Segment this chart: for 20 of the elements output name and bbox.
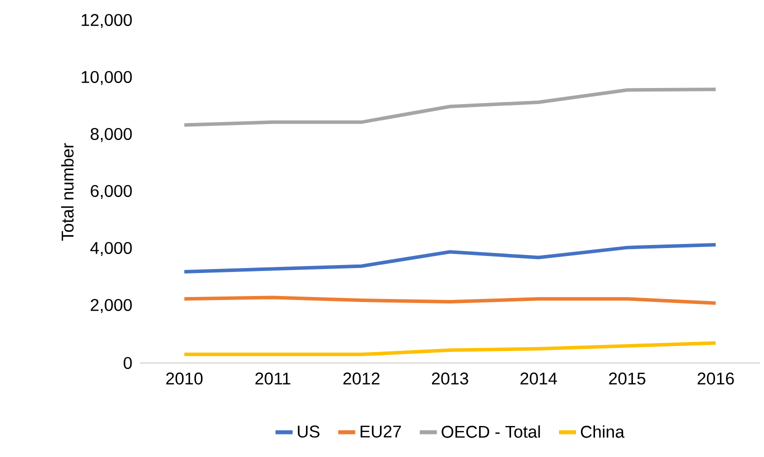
y-tick-label: 0 — [124, 356, 132, 370]
y-tick-label: 4,000 — [90, 242, 132, 256]
legend-label: EU27 — [360, 426, 401, 438]
x-tick-label: 2013 — [432, 372, 468, 385]
line-series — [182, 88, 718, 127]
x-tick-label: 2016 — [698, 372, 734, 385]
x-tick-label: 2011 — [255, 372, 290, 385]
y-tick-label: 2,000 — [90, 298, 132, 314]
legend-label: China — [580, 425, 624, 438]
x-tick-label: 2015 — [609, 372, 646, 385]
y-tick-label: 12,000 — [82, 14, 132, 28]
y-axis-title: Total number — [61, 143, 74, 241]
y-tick-label: 6,000 — [90, 184, 132, 200]
y-tick-label: 10,000 — [82, 70, 132, 86]
x-tick-label: 2010 — [166, 372, 203, 385]
legend-label: US — [298, 426, 320, 438]
y-tick-label: 8,000 — [90, 128, 132, 142]
legend-label: OECD - Total — [442, 425, 540, 438]
x-tick-label: 2014 — [520, 372, 557, 385]
x-tick-label: 2012 — [343, 372, 380, 385]
